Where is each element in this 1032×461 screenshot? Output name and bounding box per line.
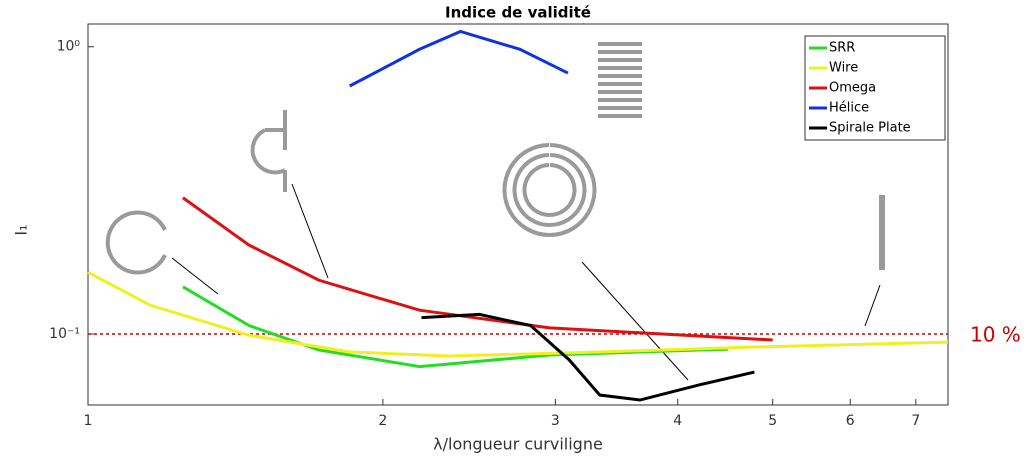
- y-tick-label: 10⁻¹: [49, 326, 80, 342]
- x-axis-label: λ/longueur curviligne: [433, 435, 603, 454]
- srr-icon: [105, 210, 167, 275]
- chart-title: Indice de validité: [445, 4, 591, 22]
- x-tick-label: 1: [84, 413, 93, 429]
- x-tick-label: 7: [911, 413, 920, 429]
- helix-icon: [598, 42, 642, 118]
- y-tick-label: 10⁰: [57, 39, 81, 55]
- series-line: [421, 312, 755, 402]
- x-tick-label: 5: [768, 413, 777, 429]
- legend-box: [804, 35, 946, 141]
- legend-label: Spirale Plate: [829, 121, 911, 136]
- series-line: [182, 196, 773, 342]
- series-line: [87, 270, 949, 358]
- arrows: [171, 183, 881, 381]
- spiral-icon: [502, 143, 597, 237]
- icons: [105, 42, 885, 275]
- y-axis-label: I₁: [12, 224, 31, 235]
- omega-icon: [250, 110, 287, 192]
- legend-label: Wire: [829, 61, 858, 76]
- legend-label: SRR: [829, 41, 855, 56]
- legend-label: Omega: [829, 81, 876, 96]
- plot-frame: [87, 23, 949, 406]
- threshold-label: 10 %: [970, 322, 1021, 346]
- x-tick-label: 3: [551, 413, 560, 429]
- series-line: [349, 29, 569, 88]
- x-tick-label: 6: [846, 413, 855, 429]
- x-tick-label: 4: [673, 413, 682, 429]
- legend-label: Hélice: [829, 101, 869, 116]
- x-tick-label: 2: [378, 413, 387, 429]
